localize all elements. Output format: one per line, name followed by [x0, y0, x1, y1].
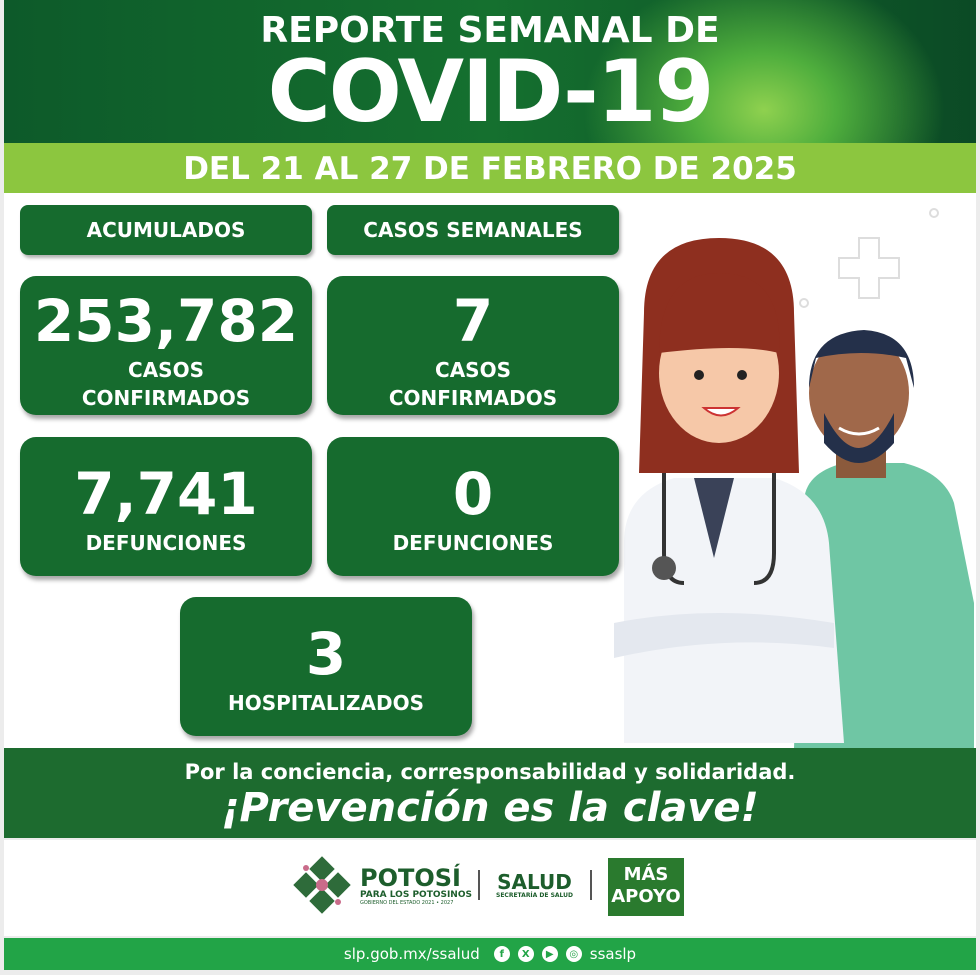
card-label: DEFUNCIONES	[85, 531, 247, 555]
card-label: CONFIRMADOS	[81, 386, 251, 410]
mas-apoyo-text: MÁS	[623, 864, 669, 885]
doctors-illustration	[614, 208, 974, 748]
potosi-logo: POTOSÍ PARA LOS POTOSINOS GOBIERNO DEL E…	[360, 866, 472, 906]
mas-apoyo-text: APOYO	[611, 886, 681, 907]
weekly-deaths-card: 0 DEFUNCIONES	[327, 437, 619, 576]
content-area: ACUMULADOS CASOS SEMANALES 253,782 CASOS…	[4, 193, 976, 748]
slogan-line2: ¡Prevención es la clave!	[221, 785, 759, 831]
potosi-emblem-logo	[293, 856, 351, 914]
salud-logo-sub: SECRETARÍA DE SALUD	[496, 892, 573, 899]
website-link[interactable]: slp.gob.mx/ssalud	[343, 945, 480, 963]
card-label: CASOS	[435, 358, 511, 382]
title-line1: REPORTE SEMANAL DE	[260, 10, 720, 51]
slogan-line1: Por la conciencia, corresponsabilidad y …	[184, 760, 796, 784]
footer-bar: slp.gob.mx/ssalud f X ▶ ◎ ssaslp	[4, 938, 976, 970]
card-label: HOSPITALIZADOS	[228, 691, 424, 715]
card-label: CONFIRMADOS	[388, 386, 558, 410]
title-main: COVID-19	[267, 42, 715, 142]
date-range: DEL 21 AL 27 DE FEBRERO DE 2025	[4, 143, 976, 193]
divider	[590, 870, 592, 900]
card-label: CASOS	[128, 358, 204, 382]
instagram-icon[interactable]: ◎	[565, 946, 582, 962]
hospitalized-value: 3	[305, 620, 347, 688]
salud-logo-text: SALUD	[497, 870, 572, 894]
accumulated-deaths-value: 7,741	[74, 460, 258, 528]
accumulated-deaths-card: 7,741 DEFUNCIONES	[20, 437, 312, 576]
logos-strip: POTOSÍ PARA LOS POTOSINOS GOBIERNO DEL E…	[4, 840, 976, 936]
accumulated-header: ACUMULADOS	[20, 205, 312, 255]
weekly-deaths-value: 0	[452, 460, 494, 528]
salud-logo: SALUD SECRETARÍA DE SALUD	[496, 872, 573, 899]
weekly-cases-card: 7 CASOS CONFIRMADOS	[327, 276, 619, 415]
potosi-logo-sub: PARA LOS POTOSINOS	[360, 890, 472, 900]
x-icon[interactable]: X	[517, 946, 534, 962]
slogan-banner: Por la conciencia, corresponsabilidad y …	[4, 748, 976, 838]
hospitalized-card: 3 HOSPITALIZADOS	[180, 597, 472, 736]
youtube-icon[interactable]: ▶	[541, 946, 558, 962]
potosi-logo-text: POTOSÍ	[360, 864, 461, 892]
accumulated-cases-card: 253,782 CASOS CONFIRMADOS	[20, 276, 312, 415]
facebook-icon[interactable]: f	[493, 946, 510, 962]
mas-apoyo-logo: MÁS APOYO	[608, 858, 684, 916]
potosi-logo-gov: GOBIERNO DEL ESTADO 2021 • 2027	[360, 900, 454, 906]
weekly-cases-value: 7	[452, 287, 494, 355]
header-banner: REPORTE SEMANAL DE COVID-19	[4, 0, 976, 143]
divider	[478, 870, 480, 900]
weekly-header: CASOS SEMANALES	[327, 205, 619, 255]
social-handle[interactable]: ssaslp	[589, 945, 637, 963]
accumulated-cases-value: 253,782	[33, 287, 299, 355]
card-label: DEFUNCIONES	[392, 531, 554, 555]
